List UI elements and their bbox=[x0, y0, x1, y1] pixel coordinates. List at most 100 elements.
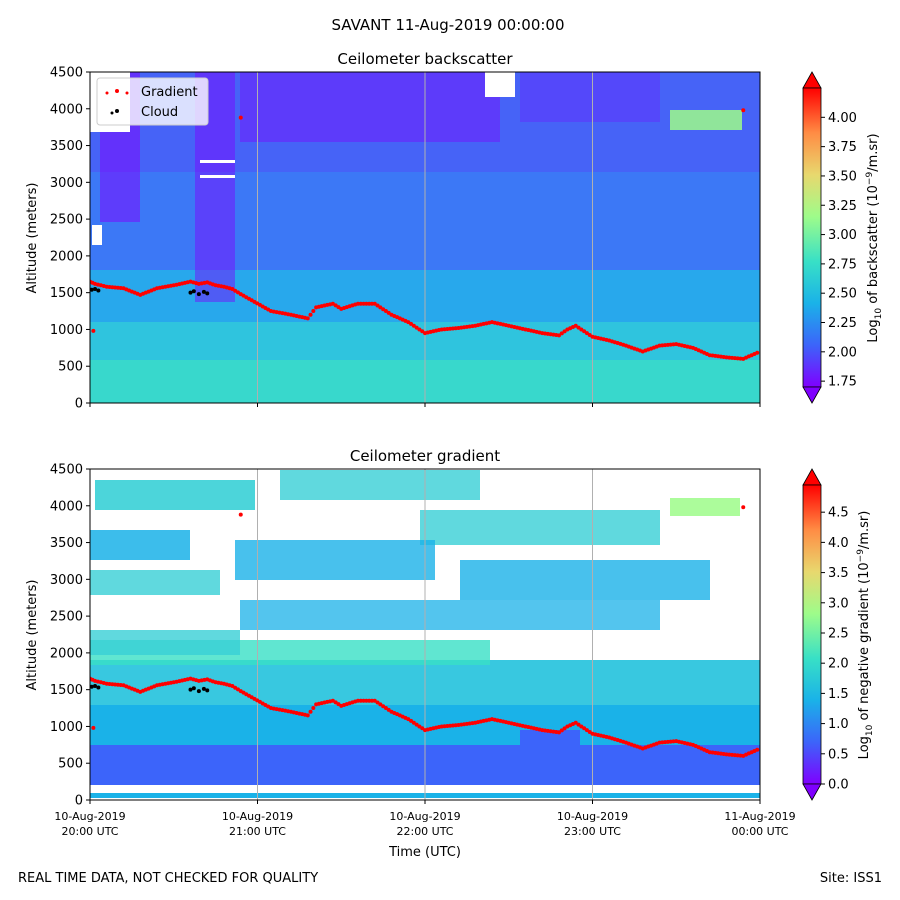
y-tick-label: 1000 bbox=[50, 720, 83, 735]
cloud-point bbox=[90, 287, 94, 292]
cloud-point bbox=[196, 689, 201, 694]
gradient-point bbox=[91, 328, 96, 333]
gradient-point bbox=[741, 108, 746, 113]
colorbar-tick-label: 1.75 bbox=[828, 375, 857, 390]
y-tick-label: 3500 bbox=[50, 139, 83, 154]
gradient-point bbox=[311, 706, 316, 711]
gradient-point bbox=[369, 301, 374, 306]
gradient-point bbox=[367, 301, 372, 306]
gradient-gradient-points bbox=[90, 505, 760, 758]
gradient-point bbox=[369, 698, 374, 703]
colorbar-tick-label: 1.5 bbox=[828, 687, 849, 702]
cloud-point bbox=[96, 288, 101, 293]
y-tick-label: 2000 bbox=[50, 646, 83, 661]
legend-cloud-label: Cloud bbox=[141, 105, 178, 120]
cloud-point bbox=[191, 289, 196, 294]
backscatter-cloud-points bbox=[90, 286, 210, 297]
gradient-point bbox=[559, 728, 564, 733]
x-tick-label-time: 21:00 UTC bbox=[229, 825, 286, 838]
y-tick-label: 500 bbox=[58, 360, 83, 375]
gradient-point bbox=[559, 331, 564, 336]
gradient-colorbar-ticks: 0.0 0.5 1.0 1.5 2.0 2.5 3.0 3.5 4.0 4.5 bbox=[821, 506, 849, 793]
colorbar-tick-label: 3.75 bbox=[828, 140, 857, 155]
gradient-xlabel: Time (UTC) bbox=[388, 845, 461, 860]
colorbar-tick-label: 0.0 bbox=[828, 778, 849, 793]
x-tick-label-time: 23:00 UTC bbox=[564, 825, 621, 838]
colorbar-tick-label: 3.25 bbox=[828, 199, 857, 214]
x-tick-label-date: 10-Aug-2019 bbox=[557, 810, 628, 823]
cloud-point bbox=[188, 687, 193, 692]
gradient-point bbox=[238, 512, 243, 517]
cloud-point bbox=[205, 291, 210, 296]
y-tick-label: 0 bbox=[75, 794, 83, 809]
backscatter-panel: Ceilometer backscatter 0 500 1000 1500 bbox=[25, 50, 884, 412]
backscatter-x-ticks bbox=[89, 403, 761, 407]
gradient-point bbox=[557, 333, 561, 338]
gradient-point bbox=[364, 301, 369, 306]
backscatter-grid bbox=[257, 72, 593, 403]
colorbar-tick-label: 2.0 bbox=[828, 657, 849, 672]
colorbar-tick-label: 2.75 bbox=[828, 257, 857, 272]
cloud-point bbox=[90, 684, 94, 689]
gradient-title: Ceilometer gradient bbox=[350, 447, 500, 465]
y-tick-label: 2500 bbox=[50, 610, 83, 625]
gradient-point bbox=[358, 698, 363, 703]
gradient-panel: Ceilometer gradient bbox=[25, 447, 875, 860]
x-tick-label-time: 20:00 UTC bbox=[61, 825, 118, 838]
x-tick-label-time: 00:00 UTC bbox=[731, 825, 788, 838]
colorbar-tick-label: 2.25 bbox=[828, 316, 857, 331]
colorbar-tick-label: 4.0 bbox=[828, 536, 849, 551]
gradient-cloud-points bbox=[90, 683, 210, 694]
backscatter-ylabel: Altitude (meters) bbox=[25, 183, 40, 294]
y-tick-label: 2500 bbox=[50, 213, 83, 228]
gradient-point bbox=[311, 309, 316, 314]
y-tick-label: 4500 bbox=[50, 463, 83, 478]
legend: Gradient Cloud bbox=[96, 77, 209, 126]
x-tick-label-time: 22:00 UTC bbox=[396, 825, 453, 838]
gradient-x-ticks: 10-Aug-2019 20:00 UTC 10-Aug-2019 21:00 UTC… bbox=[54, 800, 796, 838]
cloud-point bbox=[96, 685, 101, 690]
gradient-point bbox=[364, 698, 369, 703]
y-tick-label: 4500 bbox=[50, 66, 83, 81]
gradient-point bbox=[308, 312, 313, 317]
colorbar-tick-label: 2.50 bbox=[828, 287, 857, 302]
y-tick-label: 3500 bbox=[50, 536, 83, 551]
y-tick-label: 4000 bbox=[50, 499, 83, 514]
cloud-point bbox=[191, 686, 196, 691]
cloud-point bbox=[201, 686, 206, 691]
colorbar-tick-label: 3.0 bbox=[828, 596, 849, 611]
y-tick-label: 3000 bbox=[50, 573, 83, 588]
colorbar-tick-label: 2.00 bbox=[828, 345, 857, 360]
colorbar-tick-label: 3.50 bbox=[828, 169, 857, 184]
colorbar-tick-label: 3.00 bbox=[828, 228, 857, 243]
gradient-ylabel: Altitude (meters) bbox=[25, 580, 40, 691]
gradient-point bbox=[741, 505, 746, 510]
legend-gradient-label: Gradient bbox=[141, 85, 198, 100]
y-tick-label: 1000 bbox=[50, 323, 83, 338]
x-tick-label-date: 10-Aug-2019 bbox=[54, 810, 125, 823]
y-tick-label: 1500 bbox=[50, 683, 83, 698]
y-tick-label: 500 bbox=[58, 757, 83, 772]
x-tick-label-date: 10-Aug-2019 bbox=[222, 810, 293, 823]
backscatter-y-ticks: 0 500 1000 1500 2000 2500 3000 3500 4000 4500 bbox=[50, 66, 90, 412]
gradient-point bbox=[305, 316, 310, 321]
gradient-colorbar-label: Log10 of negative gradient (10−9/m.sr) bbox=[856, 511, 875, 760]
cloud-point bbox=[205, 688, 210, 693]
y-tick-label: 0 bbox=[75, 397, 83, 412]
gradient-point bbox=[755, 747, 760, 752]
backscatter-gradient-points bbox=[90, 108, 760, 361]
colorbar-tick-label: 0.5 bbox=[828, 747, 849, 762]
y-tick-label: 1500 bbox=[50, 286, 83, 301]
cloud-point bbox=[196, 292, 201, 297]
backscatter-colorbar-ticks: 1.75 2.00 2.25 2.50 2.75 3.00 3.25 3.50 3.75 4.00 bbox=[821, 111, 857, 390]
gradient-point bbox=[361, 698, 366, 703]
gradient-point bbox=[755, 350, 760, 355]
gradient-point bbox=[358, 301, 363, 306]
colorbar-tick-label: 2.5 bbox=[828, 626, 849, 641]
gradient-point bbox=[356, 301, 360, 306]
cloud-point bbox=[93, 683, 98, 688]
legend-gradient-marker bbox=[115, 89, 119, 93]
gradient-point bbox=[361, 301, 366, 306]
gradient-point bbox=[305, 713, 310, 718]
